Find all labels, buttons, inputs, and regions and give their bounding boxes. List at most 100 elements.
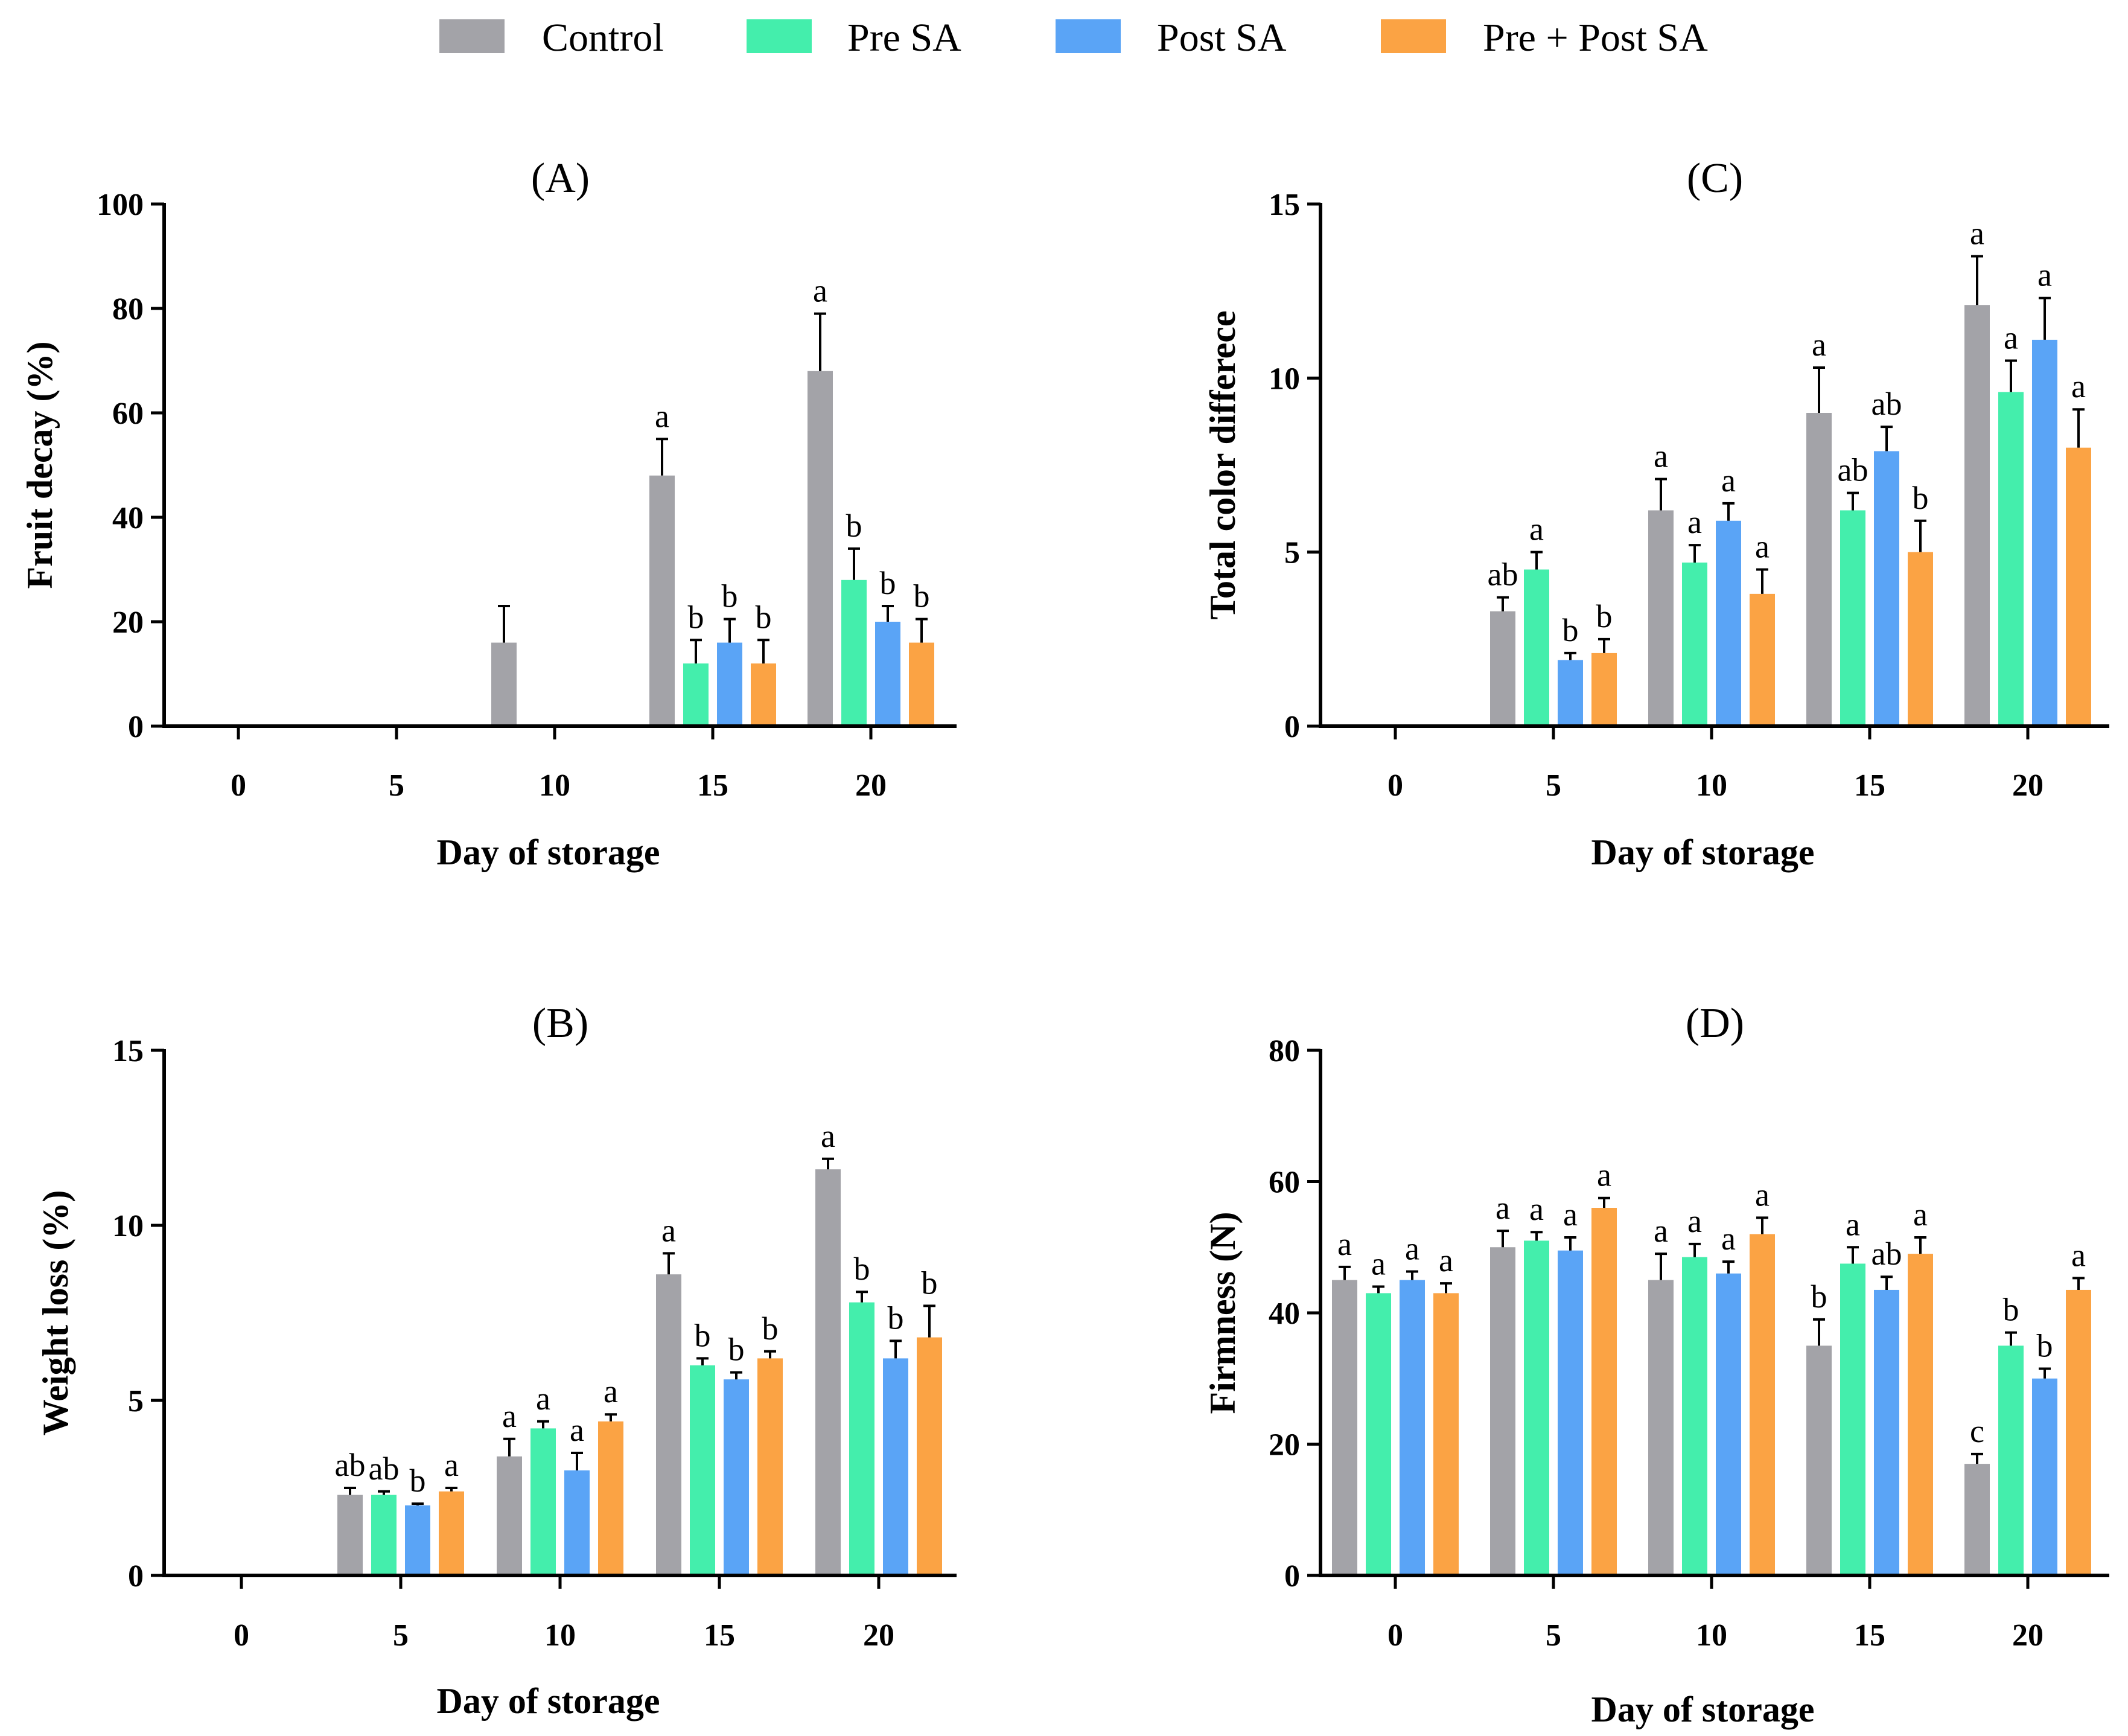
sig-letter-c-pre-post-sa-day-20: a <box>2071 368 2086 404</box>
error-bar-b-post-sa-day-15 <box>730 1371 742 1380</box>
sig-letter-d-pre-sa-day-15: a <box>1846 1206 1860 1242</box>
error-bar-c-control-day-5 <box>1497 596 1509 611</box>
bar-b-pre-post-sa-day-15 <box>757 1358 783 1575</box>
error-bar-b-pre-post-sa-day-20 <box>923 1304 935 1338</box>
x-axis-title-a: Day of storage <box>437 832 660 872</box>
error-bar-d-post-sa-day-15 <box>1881 1275 1893 1290</box>
bar-d-post-sa-day-20 <box>2032 1378 2057 1575</box>
bar-d-control-day-15 <box>1806 1345 1832 1575</box>
x-tick-label-d-5: 5 <box>1546 1618 1561 1653</box>
x-axis-title-c: Day of storage <box>1591 832 1815 872</box>
sig-letter-b-pre-sa-day-15: b <box>695 1317 711 1353</box>
error-bar-d-post-sa-day-20 <box>2039 1367 2051 1379</box>
bar-d-control-day-0 <box>1332 1280 1357 1575</box>
bar-a-pre-sa-day-20 <box>841 579 867 726</box>
x-tick-label-a-20: 20 <box>855 768 887 803</box>
sig-letter-b-post-sa-day-15: b <box>728 1332 745 1368</box>
bar-b-post-sa-day-10 <box>564 1470 590 1575</box>
x-tick-label-a-0: 0 <box>231 768 246 803</box>
y-tick-label-a-60: 60 <box>112 397 144 431</box>
sig-letter-c-pre-sa-day-10: a <box>1687 504 1702 540</box>
error-bar-a-post-sa-day-20 <box>882 605 894 622</box>
error-bar-b-control-day-20 <box>822 1157 834 1170</box>
sig-letter-d-pre-sa-day-0: a <box>1371 1246 1386 1282</box>
y-tick-label-a-100: 100 <box>97 188 144 222</box>
y-tick-label-b-15: 15 <box>112 1034 144 1068</box>
bar-c-pre-post-sa-day-5 <box>1591 653 1617 726</box>
error-bar-c-pre-post-sa-day-5 <box>1598 637 1610 653</box>
x-tick-label-d-0: 0 <box>1387 1618 1403 1653</box>
bar-d-pre-post-sa-day-15 <box>1908 1254 1933 1575</box>
bar-d-control-day-10 <box>1648 1280 1674 1575</box>
bar-c-pre-post-sa-day-20 <box>2066 447 2091 726</box>
sig-letter-b-pre-post-sa-day-15: b <box>762 1310 779 1347</box>
bar-a-post-sa-day-15 <box>717 642 742 726</box>
error-bar-c-post-sa-day-15 <box>1881 426 1893 452</box>
error-bar-d-control-day-15 <box>1813 1318 1825 1346</box>
bar-b-pre-post-sa-day-5 <box>439 1491 464 1575</box>
bar-c-control-day-10 <box>1648 510 1674 726</box>
x-tick-label-c-0: 0 <box>1387 768 1403 803</box>
y-axis-title-b: Weight loss (%) <box>36 1190 75 1436</box>
error-bar-b-pre-sa-day-15 <box>696 1357 709 1365</box>
legend-label-pre-post-sa: Pre + Post SA <box>1483 16 1708 60</box>
sig-letter-a-control-day-15: a <box>655 398 669 434</box>
x-tick-label-b-10: 10 <box>544 1618 576 1653</box>
bar-d-control-day-20 <box>1964 1464 1990 1575</box>
bar-d-post-sa-day-5 <box>1558 1250 1583 1575</box>
x-tick-label-b-15: 15 <box>704 1618 735 1653</box>
sig-letter-d-control-day-10: a <box>1654 1213 1668 1249</box>
sig-letter-d-pre-post-sa-day-5: a <box>1597 1157 1611 1193</box>
bar-c-control-day-20 <box>1964 305 1990 726</box>
sig-letter-a-pre-sa-day-15: b <box>688 599 704 635</box>
y-tick-label-d-60: 60 <box>1269 1166 1300 1200</box>
sig-letter-d-post-sa-day-15: ab <box>1872 1236 1902 1272</box>
bar-c-pre-sa-day-15 <box>1840 510 1865 726</box>
bar-b-control-day-10 <box>497 1456 522 1575</box>
error-bar-a-pre-sa-day-20 <box>848 547 860 580</box>
error-bar-d-pre-sa-day-0 <box>1372 1285 1384 1294</box>
error-bar-c-pre-sa-day-10 <box>1689 544 1701 563</box>
error-bar-b-control-day-5 <box>344 1487 356 1495</box>
sig-letter-d-pre-sa-day-10: a <box>1687 1203 1702 1239</box>
bar-c-post-sa-day-20 <box>2032 339 2057 726</box>
y-tick-label-d-0: 0 <box>1284 1559 1300 1594</box>
error-bar-c-pre-post-sa-day-20 <box>2072 408 2085 448</box>
sig-letter-b-post-sa-day-10: a <box>570 1412 584 1448</box>
bar-c-pre-sa-day-10 <box>1682 562 1707 726</box>
bar-d-pre-sa-day-5 <box>1524 1240 1549 1575</box>
bar-a-control-day-20 <box>808 371 833 726</box>
sig-letter-a-pre-sa-day-20: b <box>846 508 862 544</box>
bar-d-pre-post-sa-day-0 <box>1433 1293 1459 1575</box>
error-bar-a-control-day-15 <box>656 438 668 476</box>
legend-swatch-pre-sa <box>747 19 812 53</box>
x-tick-label-c-15: 15 <box>1854 768 1885 803</box>
sig-letter-d-post-sa-day-20: b <box>2037 1327 2053 1364</box>
bar-c-pre-sa-day-20 <box>1998 392 2024 726</box>
y-tick-label-c-0: 0 <box>1284 710 1300 744</box>
bar-b-control-day-20 <box>815 1169 841 1575</box>
bar-c-pre-sa-day-5 <box>1524 569 1549 726</box>
bar-d-pre-sa-day-15 <box>1840 1263 1865 1575</box>
bar-c-control-day-5 <box>1490 611 1515 726</box>
y-axis-title-c: Total color differece <box>1203 310 1243 619</box>
sig-letter-c-control-day-20: a <box>1970 215 1984 252</box>
sig-letter-d-pre-sa-day-20: b <box>2003 1292 2019 1328</box>
bar-c-pre-post-sa-day-10 <box>1750 593 1775 726</box>
sig-letter-d-control-day-20: c <box>1970 1413 1984 1449</box>
sig-letter-c-pre-post-sa-day-5: b <box>1596 598 1613 634</box>
error-bar-b-pre-sa-day-5 <box>378 1490 390 1495</box>
sig-letter-d-pre-post-sa-day-20: a <box>2071 1237 2086 1273</box>
bar-b-post-sa-day-5 <box>405 1505 430 1575</box>
error-bar-a-pre-post-sa-day-15 <box>757 639 769 664</box>
sig-letter-a-post-sa-day-15: b <box>722 578 738 614</box>
bar-d-pre-post-sa-day-10 <box>1750 1234 1775 1575</box>
x-tick-label-d-10: 10 <box>1696 1618 1727 1653</box>
error-bar-a-control-day-10 <box>498 605 510 643</box>
bar-b-post-sa-day-15 <box>724 1379 749 1575</box>
y-tick-label-a-40: 40 <box>112 501 144 535</box>
bar-d-pre-post-sa-day-5 <box>1591 1208 1617 1575</box>
error-bar-c-control-day-20 <box>1971 255 1983 305</box>
